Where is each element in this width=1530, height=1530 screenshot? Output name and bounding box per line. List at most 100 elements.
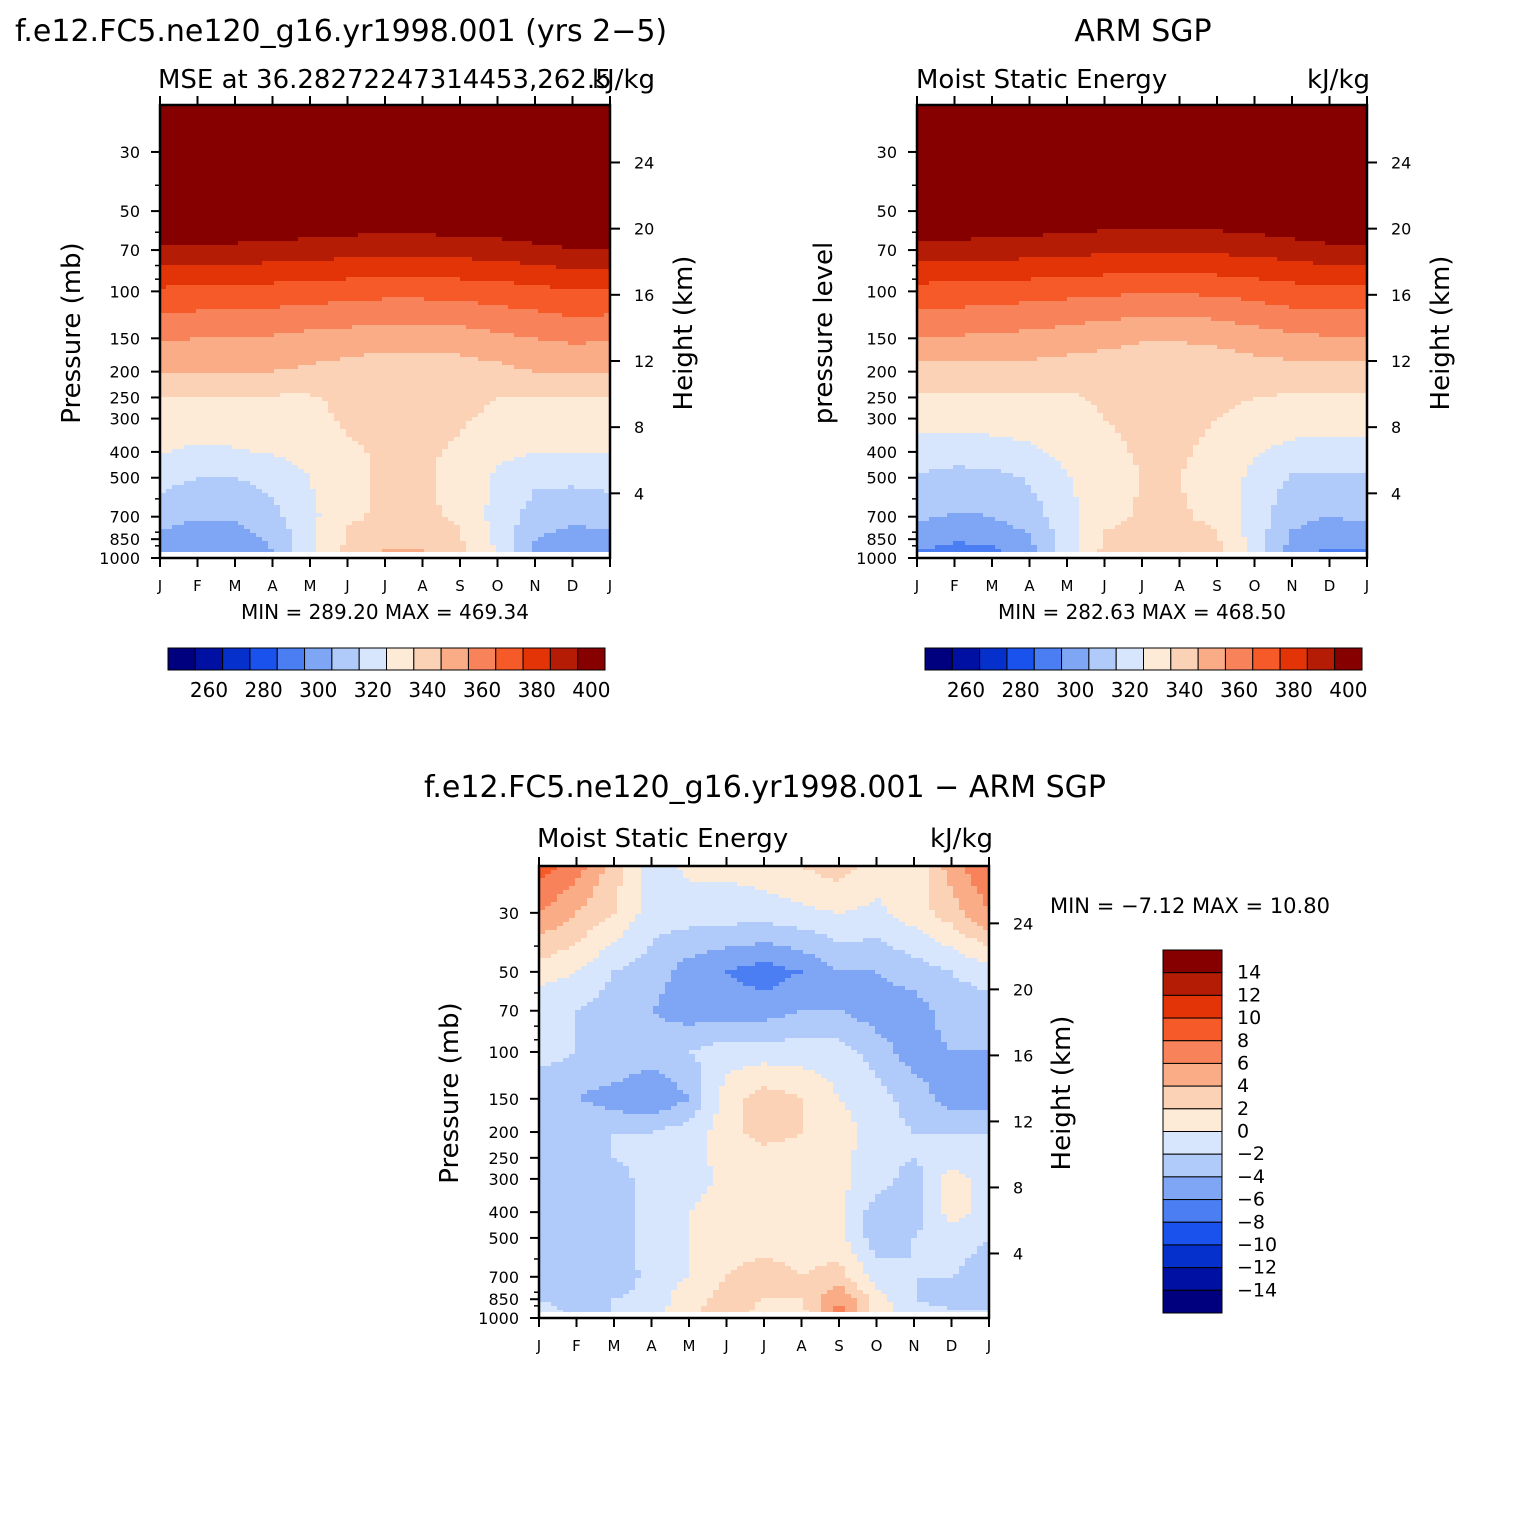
contour-cell	[292, 117, 299, 122]
contour-cell	[334, 173, 341, 178]
contour-cell	[394, 197, 401, 202]
contour-cell	[568, 165, 575, 170]
contour-cell	[472, 153, 479, 158]
contour-cell	[256, 185, 263, 190]
contour-cell	[364, 157, 371, 162]
contour-cell	[562, 189, 569, 194]
contour-cell	[166, 149, 173, 154]
contour-cell	[418, 169, 425, 174]
contour-cell	[484, 133, 491, 138]
contour-cell	[214, 125, 221, 130]
contour-cell	[406, 109, 413, 114]
contour-cell	[406, 165, 413, 170]
contour-cell	[424, 189, 431, 194]
contour-cell	[286, 161, 293, 166]
contour-cell	[472, 137, 479, 142]
contour-cell	[448, 173, 455, 178]
contour-cell	[502, 141, 509, 146]
contour-cell	[208, 129, 215, 134]
contour-cell	[478, 193, 485, 198]
contour-cell	[598, 173, 605, 178]
contour-cell	[454, 117, 461, 122]
contour-cell	[226, 121, 233, 126]
contour-cell	[562, 133, 569, 138]
contour-cell	[304, 157, 311, 162]
contour-cell	[352, 129, 359, 134]
panel1-ylabel: Pressure (mb)	[57, 242, 87, 423]
contour-cell	[292, 133, 299, 138]
contour-cell	[424, 121, 431, 126]
contour-cell	[472, 117, 479, 122]
contour-cell	[358, 177, 365, 182]
contour-cell	[544, 169, 551, 174]
contour-cell	[550, 153, 557, 158]
contour-cell	[322, 117, 329, 122]
contour-cell	[316, 161, 323, 166]
contour-cell	[526, 161, 533, 166]
contour-cell	[490, 149, 497, 154]
contour-cell	[394, 173, 401, 178]
contour-cell	[328, 165, 335, 170]
contour-cell	[364, 141, 371, 146]
contour-cell	[352, 173, 359, 178]
contour-cell	[562, 185, 569, 190]
contour-cell	[262, 153, 269, 158]
contour-cell	[304, 169, 311, 174]
contour-cell	[460, 161, 467, 166]
contour-cell	[412, 133, 419, 138]
contour-cell	[214, 109, 221, 114]
contour-cell	[508, 161, 515, 166]
contour-cell	[538, 197, 545, 202]
contour-cell	[412, 137, 419, 142]
contour-cell	[508, 149, 515, 154]
contour-cell	[418, 109, 425, 114]
contour-cell	[328, 181, 335, 186]
contour-cell	[376, 197, 383, 202]
contour-cell	[346, 153, 353, 158]
contour-cell	[406, 133, 413, 138]
contour-cell	[304, 185, 311, 190]
contour-cell	[316, 157, 323, 162]
contour-cell	[382, 193, 389, 198]
contour-cell	[484, 125, 491, 130]
contour-cell	[412, 141, 419, 146]
contour-cell	[526, 173, 533, 178]
contour-cell	[454, 113, 461, 118]
contour-cell	[340, 109, 347, 114]
contour-cell	[520, 157, 527, 162]
contour-cell	[166, 173, 173, 178]
contour-cell	[166, 109, 173, 114]
contour-cell	[226, 149, 233, 154]
contour-cell	[280, 137, 287, 142]
contour-cell	[454, 141, 461, 146]
panel1-main-title: f.e12.FC5.ne120_g16.yr1998.001 (yrs 2−5)	[15, 14, 667, 49]
contour-cell	[220, 145, 227, 150]
contour-cell	[346, 181, 353, 186]
contour-cell	[502, 193, 509, 198]
contour-cell	[358, 109, 365, 114]
contour-cell	[382, 109, 389, 114]
contour-cell	[460, 129, 467, 134]
contour-cell	[226, 193, 233, 198]
contour-cell	[292, 141, 299, 146]
contour-cell	[550, 177, 557, 182]
contour-cell	[172, 193, 179, 198]
contour-cell	[310, 129, 317, 134]
contour-cell	[232, 177, 239, 182]
contour-cell	[502, 133, 509, 138]
contour-cell	[304, 201, 311, 206]
contour-cell	[556, 173, 563, 178]
contour-cell	[580, 113, 587, 118]
contour-cell	[430, 169, 437, 174]
contour-cell	[508, 157, 515, 162]
contour-cell	[580, 169, 587, 174]
contour-cell	[178, 141, 185, 146]
contour-cell	[250, 137, 257, 142]
contour-cell	[238, 117, 245, 122]
contour-cell	[334, 189, 341, 194]
contour-cell	[244, 117, 251, 122]
contour-cell	[424, 137, 431, 142]
contour-cell	[196, 181, 203, 186]
contour-cell	[424, 145, 431, 150]
contour-cell	[214, 201, 221, 206]
